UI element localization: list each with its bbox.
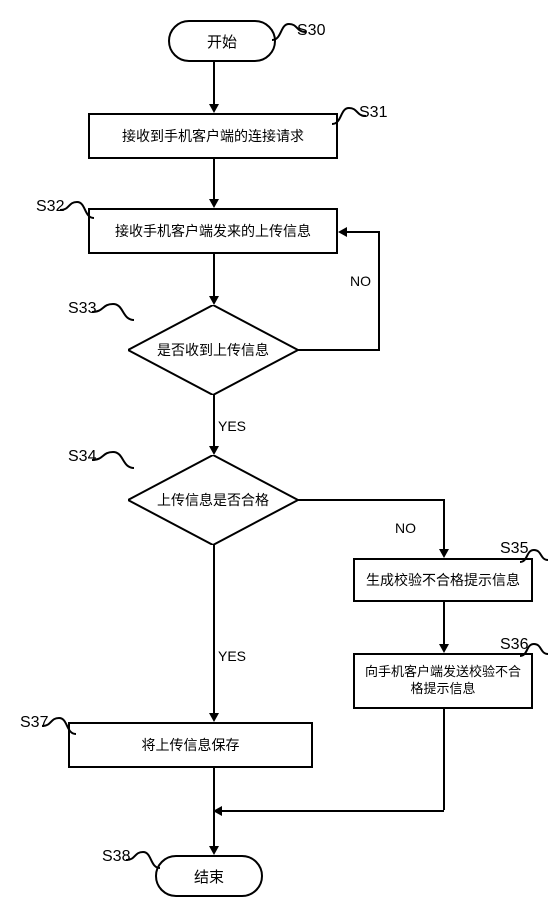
start-label: 开始 [207,31,237,52]
swoosh-s33 [92,302,126,332]
edge [443,499,445,549]
s32-text: 接收手机客户端发来的上传信息 [115,221,311,241]
edge-no1: NO [350,273,371,289]
edge [213,62,215,104]
edge [443,602,445,644]
arrowhead [209,446,219,455]
s33-text: 是否收到上传信息 [157,340,269,360]
edge-yes2: YES [218,648,246,664]
edge [213,159,215,199]
end-node: 结束 [155,855,263,897]
arrowhead [209,199,219,208]
s36-text: 向手机客户端发送校验不合格提示信息 [361,664,525,698]
start-node: 开始 [168,20,276,62]
arrowhead [209,296,219,305]
edge [298,499,443,501]
swoosh-s37 [42,716,76,746]
edge [213,254,215,296]
s34-text: 上传信息是否合格 [157,490,269,510]
edge [378,231,380,351]
swoosh-s34 [92,450,126,480]
edge [298,349,378,351]
edge [347,231,379,233]
edge [222,810,444,812]
edge [443,709,445,810]
edge [213,395,215,446]
swoosh-s32 [60,200,94,230]
edge-yes1: YES [218,418,246,434]
swoosh-s35 [520,548,548,578]
s36-node: 向手机客户端发送校验不合格提示信息 [353,653,533,709]
s32-node: 接收手机客户端发来的上传信息 [88,208,338,254]
swoosh-s36 [520,642,548,672]
arrowhead [209,846,219,855]
s37-text: 将上传信息保存 [142,735,240,755]
s35-node: 生成校验不合格提示信息 [353,558,533,602]
arrowhead [439,644,449,653]
s35-text: 生成校验不合格提示信息 [366,570,520,590]
edge-no2: NO [395,520,416,536]
s31-node: 接收到手机客户端的连接请求 [88,113,338,159]
arrowhead [439,549,449,558]
arrowhead [209,104,219,113]
swoosh-s30 [272,22,306,52]
end-label: 结束 [194,866,224,887]
swoosh-s38 [126,850,160,880]
arrowhead [338,227,347,237]
arrowhead [213,806,222,816]
edge [213,545,215,713]
flowchart-canvas: { "type": "flowchart", "canvas": { "widt… [0,0,552,907]
arrowhead [209,713,219,722]
s31-text: 接收到手机客户端的连接请求 [122,126,304,146]
s33-node: 是否收到上传信息 [128,305,298,395]
swoosh-s31 [332,106,366,136]
s37-node: 将上传信息保存 [68,722,313,768]
s34-node: 上传信息是否合格 [128,455,298,545]
